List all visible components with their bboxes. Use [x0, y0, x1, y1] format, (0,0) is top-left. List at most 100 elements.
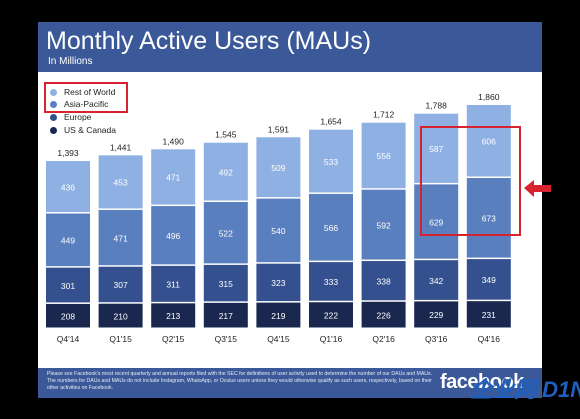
data-label: 342	[429, 276, 443, 286]
bar-segment-asia-pacific	[309, 193, 353, 261]
legend-label: Asia-Pacific	[64, 99, 109, 109]
bar-segment-rest-of-world	[203, 142, 248, 201]
x-tick-label: Q4'14	[57, 334, 80, 344]
bar-segment-asia-pacific	[151, 206, 196, 265]
total-label: 1,545	[215, 130, 237, 140]
total-label: 1,441	[110, 142, 132, 152]
watermark: 企业网 D1Net	[470, 372, 580, 404]
data-label: 496	[166, 231, 180, 241]
legend-label: Rest of World	[64, 87, 116, 97]
legend-label: US & Canada	[64, 125, 116, 135]
bar-segment-us-canada	[98, 303, 143, 328]
data-label: 629	[429, 217, 443, 227]
total-label: 1,393	[57, 148, 79, 158]
red-arrow-icon	[524, 180, 551, 197]
total-label: 1,654	[320, 117, 342, 127]
legend-swatch	[50, 126, 57, 134]
data-label: 449	[61, 236, 75, 246]
data-label: 301	[61, 281, 75, 291]
data-label: 338	[377, 276, 391, 286]
data-label: 587	[429, 144, 443, 154]
data-label: 229	[429, 310, 443, 320]
bar-segment-rest-of-world	[309, 129, 353, 193]
bar-segment-us-canada	[203, 302, 248, 328]
bar-segment-rest-of-world	[151, 149, 196, 205]
data-label: 492	[219, 167, 233, 177]
chart-subtitle: In Millions	[48, 56, 93, 67]
data-label: 315	[219, 279, 233, 289]
data-label: 471	[114, 233, 128, 243]
legend-item-rest-of-world: Rest of World	[50, 86, 115, 98]
bar-segment-asia-pacific	[256, 198, 301, 263]
data-label: 231	[482, 310, 496, 320]
data-label: 226	[377, 310, 391, 320]
bar-segment-europe	[414, 260, 459, 300]
data-label: 606	[482, 137, 496, 147]
legend-item-asia-pacific: Asia-Pacific	[50, 98, 108, 110]
stacked-bar-chart: 208 301 449 436 1,393 Q4'14 210 307 471 453 1,441 Q…	[46, 92, 511, 344]
data-label: 436	[61, 182, 75, 192]
data-label: 208	[61, 311, 75, 321]
legend-item-europe: Europe	[50, 111, 91, 123]
x-tick-label: Q1'15	[109, 334, 132, 344]
data-label: 210	[114, 311, 128, 321]
bar-segment-us-canada	[256, 302, 301, 328]
data-label: 323	[271, 278, 285, 288]
bar-segment-us-canada	[414, 301, 459, 328]
data-label: 566	[324, 223, 338, 233]
total-label: 1,490	[163, 136, 185, 146]
bar-segment-rest-of-world	[46, 161, 90, 213]
data-label: 540	[271, 226, 285, 236]
data-label: 349	[482, 275, 496, 285]
bar-segment-rest-of-world	[361, 122, 406, 189]
bar-segment-asia-pacific	[466, 178, 511, 258]
data-label: 213	[166, 311, 180, 321]
total-label: 1,712	[373, 110, 395, 120]
data-label: 471	[166, 173, 180, 183]
data-label: 673	[482, 214, 496, 224]
bar-segment-us-canada	[361, 301, 406, 328]
bar-segment-us-canada	[46, 303, 90, 328]
data-label: 509	[271, 163, 285, 173]
data-label: 556	[377, 151, 391, 161]
bar-segment-asia-pacific	[46, 213, 90, 267]
legend-swatch	[50, 113, 57, 121]
data-label: 522	[219, 228, 233, 238]
data-label: 217	[219, 311, 233, 321]
bar-segment-us-canada	[309, 302, 353, 328]
legend-swatch	[50, 88, 57, 96]
total-label: 1,788	[426, 101, 448, 111]
x-tick-label: Q3'15	[215, 334, 238, 344]
x-tick-label: Q4'16	[478, 334, 501, 344]
bar-segment-europe	[46, 267, 90, 303]
data-label: 219	[271, 311, 285, 321]
bar-segment-us-canada	[151, 303, 196, 328]
data-label: 333	[324, 277, 338, 287]
bar-segment-europe	[203, 264, 248, 302]
total-label: 1,860	[478, 92, 500, 102]
bars-highlight-box	[420, 126, 521, 236]
total-label: 1,591	[268, 124, 290, 134]
watermark-logo: 企业网 D1Net	[470, 377, 580, 402]
legend-highlight-box	[44, 82, 128, 113]
bar-segment-asia-pacific	[203, 201, 248, 264]
x-tick-label: Q4'15	[267, 334, 290, 344]
slide-footer: Please see Facebook's most recent quarte…	[38, 368, 542, 398]
legend-item-us-canada: US & Canada	[50, 124, 116, 136]
slide: Monthly Active Users (MAUs) In Millions …	[38, 22, 542, 398]
bar-segment-rest-of-world	[98, 155, 143, 209]
bar-segment-europe	[361, 261, 406, 301]
data-label: 222	[324, 311, 338, 321]
bar-segment-europe	[256, 263, 301, 302]
slide-header: Monthly Active Users (MAUs) In Millions	[38, 22, 542, 72]
bar-segment-europe	[98, 266, 143, 303]
x-tick-label: Q2'16	[372, 334, 395, 344]
x-tick-label: Q2'15	[162, 334, 185, 344]
bar-segment-rest-of-world	[256, 137, 301, 198]
bar-segment-asia-pacific	[361, 189, 406, 260]
facebook-logo: facebook	[440, 371, 524, 393]
x-tick-label: Q3'16	[425, 334, 448, 344]
bar-segment-europe	[466, 259, 511, 300]
footer-disclaimer: Please see Facebook's most recent quarte…	[47, 371, 433, 391]
legend-label: Europe	[64, 112, 92, 122]
